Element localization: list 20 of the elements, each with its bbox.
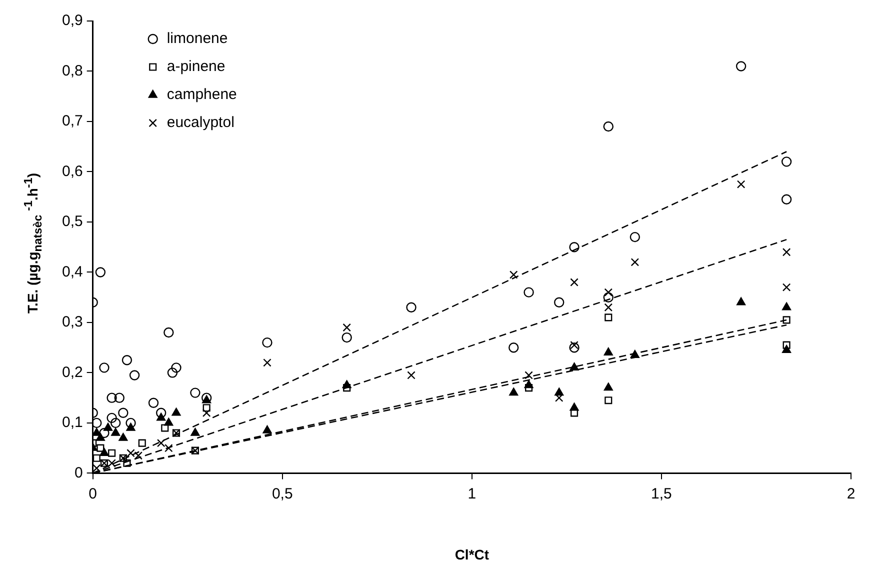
y-tick-label: 0,2 bbox=[62, 364, 83, 381]
x-tick-label: 0,5 bbox=[272, 485, 293, 502]
y-tick-label: 0,8 bbox=[62, 62, 83, 80]
y-tick-label: 0,4 bbox=[62, 263, 83, 280]
legend-label: camphene bbox=[166, 86, 237, 104]
y-tick-label: 0,1 bbox=[62, 414, 83, 432]
x-tick-label: 1,5 bbox=[651, 485, 672, 502]
legend-label: limonene bbox=[166, 30, 228, 48]
x-tick-label: 1 bbox=[468, 485, 476, 502]
y-tick-label: 0,5 bbox=[62, 213, 83, 230]
x-tick-label: 0 bbox=[88, 485, 98, 502]
x-axis-title: Cl*Ct bbox=[454, 546, 490, 562]
y-tick-label: 0,6 bbox=[62, 162, 83, 180]
x-tick-label: 2 bbox=[846, 485, 856, 502]
y-tick-label: 0 bbox=[74, 464, 83, 482]
y-tick-label: 0,3 bbox=[62, 314, 83, 331]
y-tick-label: 0,7 bbox=[62, 112, 83, 130]
legend-label: eucalyptol bbox=[166, 114, 234, 132]
legend-label: a-pinene bbox=[166, 58, 226, 76]
y-tick-label: 0,9 bbox=[62, 12, 83, 30]
